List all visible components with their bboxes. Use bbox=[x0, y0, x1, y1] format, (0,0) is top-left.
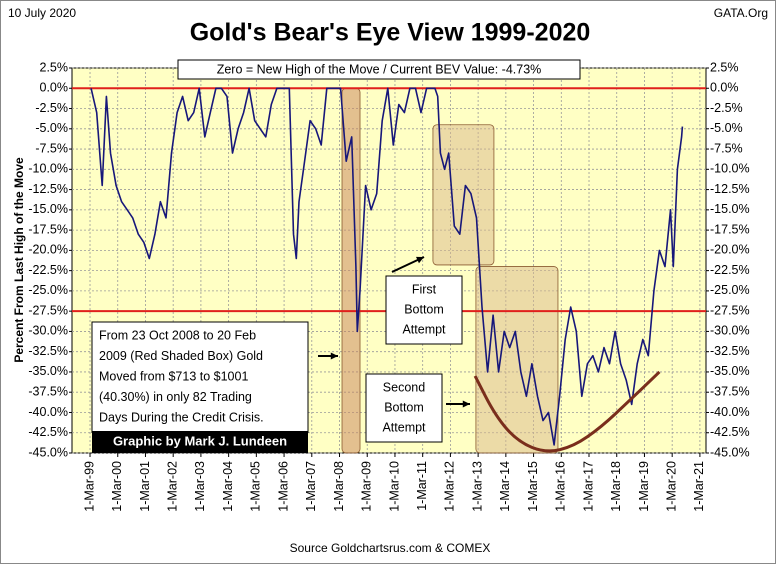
y-tick-label: 0.0% bbox=[40, 81, 69, 95]
y2-tick-label: -27.5% bbox=[710, 303, 750, 317]
y-tick-label: -22.5% bbox=[28, 263, 68, 277]
y2-tick-label: -42.5% bbox=[710, 425, 750, 439]
shaded-region bbox=[432, 124, 495, 266]
y2-tick-label: -37.5% bbox=[710, 385, 750, 399]
x-tick-label: 1-Mar-19 bbox=[637, 461, 651, 512]
x-tick-label: 1-Mar-01 bbox=[138, 461, 152, 512]
y-tick-label: -45.0% bbox=[28, 445, 68, 459]
trend-curve bbox=[473, 370, 661, 453]
y-tick-label: -42.5% bbox=[28, 425, 68, 439]
y2-tick-label: -12.5% bbox=[710, 182, 750, 196]
annotation-text: Attempt bbox=[382, 420, 426, 434]
credit: Graphic by Mark J. Lundeen bbox=[113, 433, 287, 448]
x-tick-label: 1-Mar-16 bbox=[554, 461, 568, 512]
x-tick-label: 1-Mar-20 bbox=[664, 461, 678, 512]
annotation-box bbox=[365, 373, 443, 443]
date-label: 10 July 2020 bbox=[8, 6, 76, 20]
annotation-text: Bottom bbox=[404, 302, 444, 316]
x-tick-label: 1-Mar-11 bbox=[415, 461, 429, 511]
y2-tick-label: -25.0% bbox=[710, 283, 750, 297]
y2-tick-label: -2.5% bbox=[710, 101, 743, 115]
shaded-region bbox=[475, 266, 559, 454]
header-box bbox=[177, 59, 581, 80]
x-tick-label: 1-Mar-05 bbox=[249, 461, 263, 512]
arrow-head bbox=[462, 400, 470, 408]
y2-tick-label: -22.5% bbox=[710, 263, 750, 277]
x-tick-label: 1-Mar-12 bbox=[443, 461, 457, 512]
annotation-text: (40.30%) in only 82 Trading bbox=[99, 390, 252, 404]
y-tick-label: 2.5% bbox=[40, 60, 69, 74]
annotation-text: Days During the Credit Crisis. bbox=[99, 411, 264, 425]
x-tick-label: 1-Mar-03 bbox=[193, 461, 207, 512]
y2-tick-label: 0.0% bbox=[710, 81, 739, 95]
arrow-head bbox=[416, 256, 424, 264]
y-tick-label: -7.5% bbox=[35, 141, 68, 155]
header-text: Zero = New High of the Move / Current BE… bbox=[217, 62, 542, 76]
source: Source Goldchartsrus.com & COMEX bbox=[290, 541, 491, 555]
y2-tick-label: -35.0% bbox=[710, 364, 750, 378]
y-axis-label: Percent From Last High of the Move bbox=[12, 157, 26, 363]
y-tick-label: -20.0% bbox=[28, 243, 68, 257]
x-tick-label: 1-Mar-18 bbox=[609, 461, 623, 512]
x-tick-label: 1-Mar-00 bbox=[110, 461, 124, 512]
y-tick-label: -32.5% bbox=[28, 344, 68, 358]
x-tick-label: 1-Mar-07 bbox=[304, 461, 318, 512]
annotation-text: From 23 Oct 2008 to 20 Feb bbox=[99, 329, 256, 343]
arrow-head bbox=[330, 352, 338, 360]
y2-tick-label: -45.0% bbox=[710, 445, 750, 459]
annotation-text: First bbox=[412, 282, 437, 296]
y-tick-label: -40.0% bbox=[28, 405, 68, 419]
y-tick-label: -2.5% bbox=[35, 101, 68, 115]
y-tick-label: -25.0% bbox=[28, 283, 68, 297]
y2-tick-label: -17.5% bbox=[710, 222, 750, 236]
y-tick-label: -17.5% bbox=[28, 222, 68, 236]
x-tick-label: 1-Mar-10 bbox=[387, 461, 401, 512]
y2-tick-label: -40.0% bbox=[710, 405, 750, 419]
x-tick-label: 1-Mar-04 bbox=[221, 461, 235, 512]
annotation-box bbox=[91, 321, 309, 433]
y-tick-label: -35.0% bbox=[28, 364, 68, 378]
annotation-text: Second bbox=[383, 380, 425, 394]
y2-tick-label: -7.5% bbox=[710, 141, 743, 155]
x-tick-label: 1-Mar-08 bbox=[332, 461, 346, 512]
x-tick-label: 1-Mar-14 bbox=[498, 461, 512, 512]
y2-tick-label: -10.0% bbox=[710, 162, 750, 176]
x-tick-label: 1-Mar-99 bbox=[82, 461, 96, 512]
y2-tick-label: 2.5% bbox=[710, 60, 739, 74]
x-tick-label: 1-Mar-21 bbox=[692, 461, 706, 512]
y2-tick-label: -30.0% bbox=[710, 324, 750, 338]
corner-label: GATA.Org bbox=[714, 6, 768, 20]
y-tick-label: -30.0% bbox=[28, 324, 68, 338]
x-tick-label: 1-Mar-15 bbox=[526, 461, 540, 512]
annotation-text: Bottom bbox=[384, 400, 424, 414]
x-tick-label: 1-Mar-06 bbox=[276, 461, 290, 512]
y-tick-label: -27.5% bbox=[28, 303, 68, 317]
y-tick-label: -12.5% bbox=[28, 182, 68, 196]
x-tick-label: 1-Mar-09 bbox=[360, 461, 374, 512]
chart-title: Gold's Bear's Eye View 1999-2020 bbox=[190, 19, 591, 47]
y2-tick-label: -15.0% bbox=[710, 202, 750, 216]
annotation-text: 2009 (Red Shaded Box) Gold bbox=[99, 349, 263, 363]
y2-tick-label: -5.0% bbox=[710, 121, 743, 135]
y2-tick-label: -32.5% bbox=[710, 344, 750, 358]
y2-tick-label: -20.0% bbox=[710, 243, 750, 257]
x-tick-label: 1-Mar-02 bbox=[165, 461, 179, 512]
credit-box bbox=[92, 431, 308, 453]
y-tick-label: -37.5% bbox=[28, 385, 68, 399]
annotation-text: Moved from $713 to $1001 bbox=[99, 370, 248, 384]
x-tick-label: 1-Mar-13 bbox=[470, 461, 484, 512]
annotation-box bbox=[385, 275, 463, 345]
y-tick-label: -15.0% bbox=[28, 202, 68, 216]
y-tick-label: -5.0% bbox=[35, 121, 68, 135]
x-tick-label: 1-Mar-17 bbox=[581, 461, 595, 512]
data-line bbox=[90, 87, 684, 446]
annotation-text: Attempt bbox=[402, 322, 446, 336]
y-tick-label: -10.0% bbox=[28, 162, 68, 176]
